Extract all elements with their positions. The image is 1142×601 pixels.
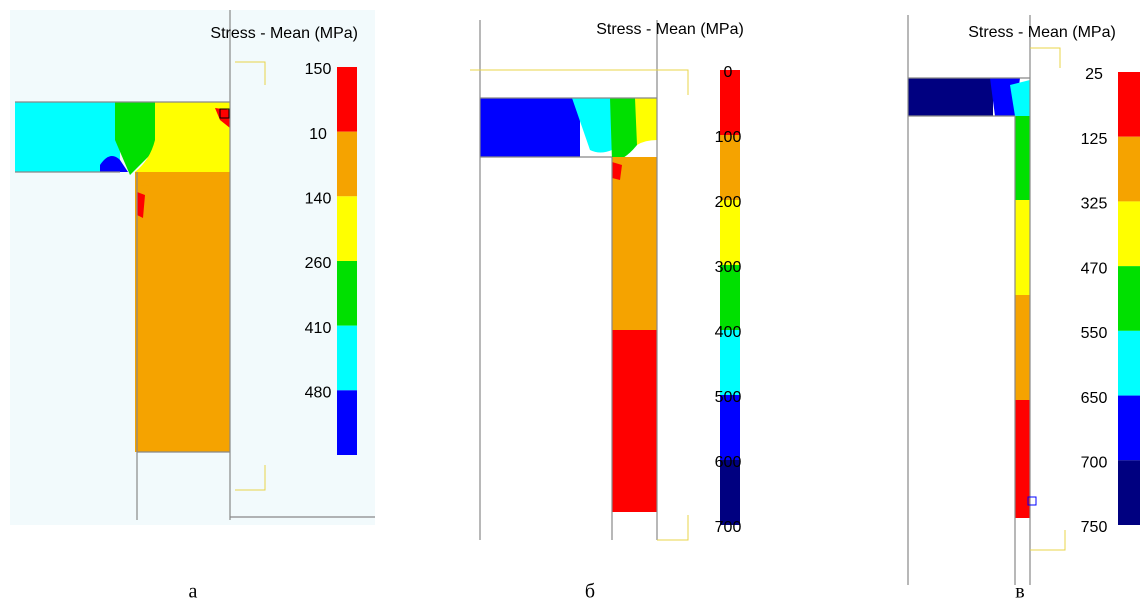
- legend-title: Stress - Mean (MPa): [968, 24, 1116, 41]
- legend-label: 0: [724, 64, 733, 81]
- legend-label: 650: [1081, 390, 1108, 407]
- panel-c-geometry: [908, 15, 1065, 585]
- legend-label: 260: [305, 255, 332, 272]
- figure: Stress - Mean (MPa) 150 10 140 260 410 480 а Str…: [0, 0, 1142, 601]
- legend-label: 300: [715, 259, 742, 276]
- legend-band: [1118, 331, 1140, 396]
- legend-label: 140: [305, 191, 332, 208]
- legend-label: 410: [305, 320, 332, 337]
- caption: б: [585, 581, 595, 601]
- legend-band: [337, 390, 357, 455]
- legend-label: 10: [309, 126, 327, 143]
- legend-label: 500: [715, 389, 742, 406]
- caption: в: [1015, 581, 1024, 601]
- legend-label: 700: [1081, 455, 1108, 472]
- legend-label: 600: [715, 454, 742, 471]
- legend-band: [1118, 201, 1140, 266]
- legend-label: 200: [715, 194, 742, 211]
- legend-label: 325: [1081, 196, 1108, 213]
- legend-band: [337, 67, 357, 132]
- legend-band: [337, 132, 357, 197]
- legend-band: [1118, 396, 1140, 461]
- legend-band: [1118, 72, 1140, 137]
- legend-label: 400: [715, 324, 742, 341]
- legend-label: 700: [715, 519, 742, 536]
- legend-label: 470: [1081, 260, 1108, 277]
- legend-band: [1118, 460, 1140, 525]
- legend-label: 125: [1081, 131, 1108, 148]
- legend-label: 750: [1081, 519, 1108, 536]
- caption: а: [189, 581, 198, 601]
- legend-label: 480: [305, 385, 332, 402]
- legend-band: [337, 326, 357, 391]
- legend-label: 150: [305, 61, 332, 78]
- legend-band: [337, 196, 357, 261]
- legend-title: Stress - Mean (MPa): [596, 21, 744, 38]
- legend-label: 25: [1085, 66, 1103, 83]
- panel-b-geometry: [470, 20, 688, 540]
- legend-label: 550: [1081, 325, 1108, 342]
- legend-label: 100: [715, 129, 742, 146]
- legend-band: [1118, 266, 1140, 331]
- legend-band: [337, 261, 357, 326]
- legend-title: Stress - Mean (MPa): [210, 25, 358, 42]
- legend-band: [1118, 137, 1140, 202]
